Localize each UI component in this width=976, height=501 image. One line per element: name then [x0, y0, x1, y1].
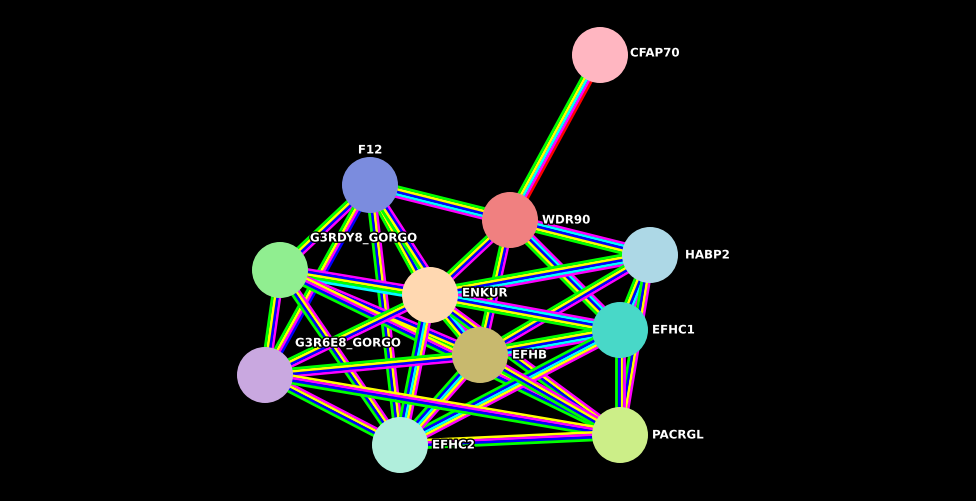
Circle shape	[452, 327, 508, 383]
Text: EFHC2: EFHC2	[432, 438, 474, 451]
Text: EFHB: EFHB	[512, 349, 547, 362]
Circle shape	[372, 417, 428, 473]
Circle shape	[592, 407, 648, 463]
Text: CFAP70: CFAP70	[630, 47, 679, 60]
Text: F12: F12	[358, 143, 383, 156]
Text: G3RDY8_GORGO: G3RDY8_GORGO	[310, 231, 417, 244]
Text: PACRGL: PACRGL	[652, 428, 704, 441]
Text: HABP2: HABP2	[685, 248, 730, 262]
Circle shape	[622, 227, 678, 283]
Circle shape	[237, 347, 293, 403]
Circle shape	[252, 242, 308, 298]
Text: EFHC1: EFHC1	[652, 324, 695, 337]
Circle shape	[482, 192, 538, 248]
Text: ENKUR: ENKUR	[462, 287, 508, 300]
Text: G3R6E8_GORGO: G3R6E8_GORGO	[295, 337, 401, 350]
Text: WDR90: WDR90	[542, 213, 590, 226]
Circle shape	[342, 157, 398, 213]
Circle shape	[592, 302, 648, 358]
Circle shape	[402, 267, 458, 323]
Circle shape	[572, 27, 628, 83]
